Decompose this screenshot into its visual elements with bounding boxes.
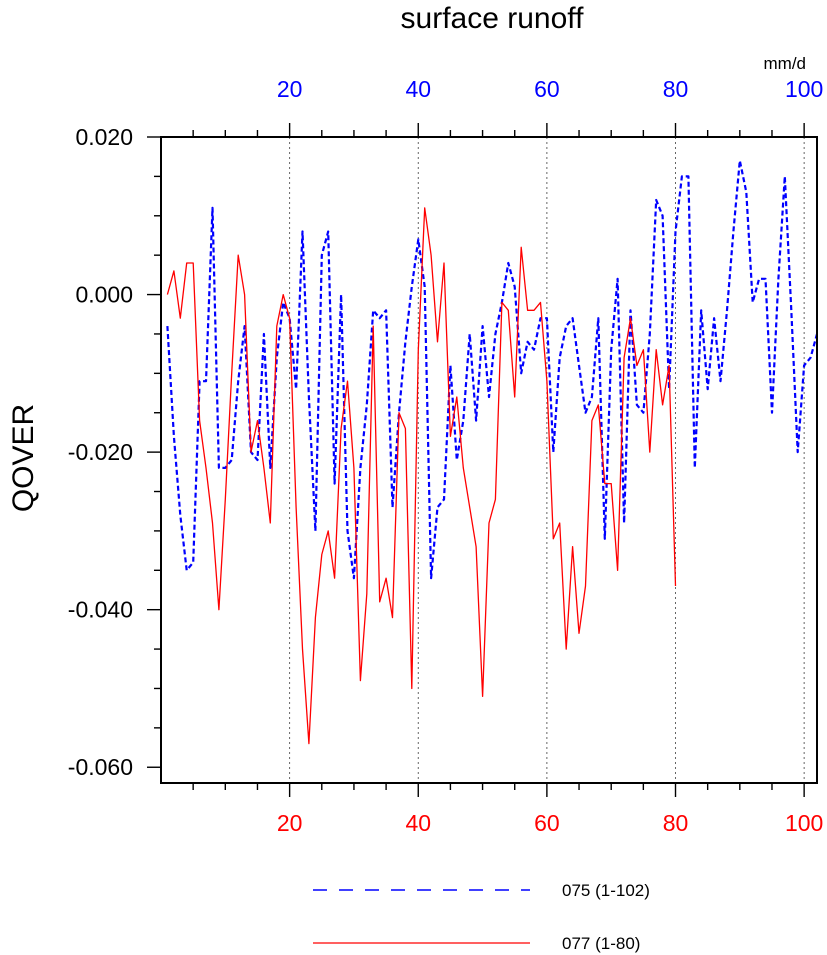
x-top-tick-label: 100 — [785, 76, 823, 102]
x-bottom-tick-label: 80 — [663, 810, 689, 836]
x-top-tick-label: 60 — [534, 76, 560, 102]
y-axis-label: QOVER — [7, 404, 40, 512]
grid-lines — [289, 137, 805, 783]
chart-title: surface runoff — [401, 2, 585, 35]
x-bottom-tick-label: 20 — [277, 810, 303, 836]
plot-frame — [160, 136, 818, 784]
x-top-tick-label: 20 — [277, 76, 303, 102]
series-layer — [166, 159, 819, 745]
tick-labels: 0.020 0.000 -0.020 -0.040 -0.060 20 40 60 80 100 2… — [68, 76, 824, 836]
y-tick-label: -0.040 — [68, 597, 133, 623]
legend-label-077: 077 (1-80) — [562, 934, 640, 953]
legend-label-075: 075 (1-102) — [562, 881, 650, 900]
tick-marks — [147, 123, 805, 797]
series-line-075 — [166, 159, 819, 580]
x-bottom-tick-label: 100 — [785, 810, 823, 836]
legend: 075 (1-102) 077 (1-80) — [313, 881, 650, 953]
x-bottom-tick-label: 60 — [534, 810, 560, 836]
y-tick-label: -0.060 — [68, 754, 133, 780]
x-bottom-tick-label: 40 — [405, 810, 431, 836]
y-tick-label: 0.020 — [75, 124, 133, 150]
x-top-tick-label: 80 — [663, 76, 689, 102]
axes-frame — [160, 136, 818, 784]
y-tick-label: -0.020 — [68, 439, 133, 465]
series-line-077 — [166, 207, 677, 745]
units-label: mm/d — [764, 54, 807, 73]
x-top-tick-label: 40 — [405, 76, 431, 102]
y-tick-label: 0.000 — [75, 282, 133, 308]
